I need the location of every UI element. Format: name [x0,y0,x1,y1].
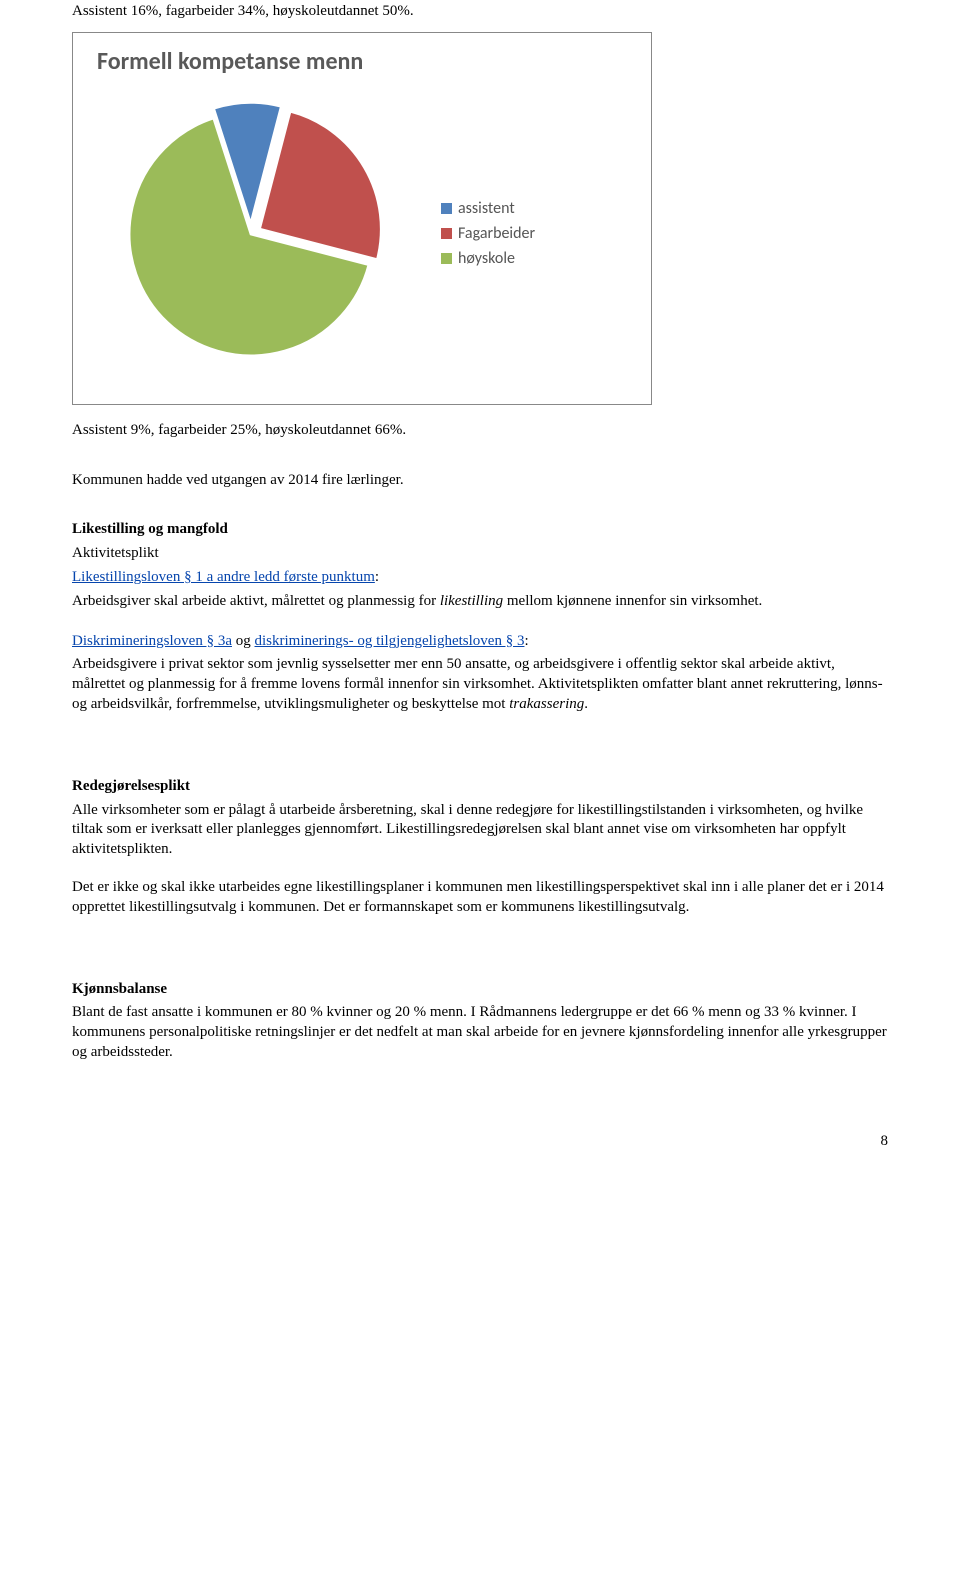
chart-title: Formell kompetanse menn [97,47,633,76]
pie-chart-container: Formell kompetanse menn assistent Fagarbe… [72,32,652,405]
legend-swatch-icon [441,253,452,264]
legend-item-høyskole: høyskole [441,249,535,268]
colon: : [375,569,379,585]
section-diskriminering: Diskrimineringsloven § 3a og diskriminer… [72,632,888,715]
chart-row: assistent Fagarbeider høyskole [91,84,633,384]
percent-line-after-chart: Assistent 9%, fagarbeider 25%, høyskoleu… [72,421,888,441]
legend-swatch-icon [441,228,452,239]
heading-likestilling: Likestilling og mangfold [72,520,888,540]
kommunen-line: Kommunen hadde ved utgangen av 2014 fire… [72,471,888,491]
legend-item-fagarbeider: Fagarbeider [441,224,535,243]
redegjorelse-p1: Alle virksomheter som er pålagt å utarbe… [72,801,888,860]
law-body-1: Arbeidsgiver skal arbeide aktivt, målret… [72,592,888,612]
section-redegjorelse: Redegjørelsesplikt Alle virksomheter som… [72,777,888,918]
law-ref-2: Diskrimineringsloven § 3a og diskriminer… [72,632,888,652]
section-likestilling: Likestilling og mangfold Aktivitetsplikt… [72,520,888,611]
law-link-likestillingsloven[interactable]: Likestillingsloven § 1 a andre ledd førs… [72,569,375,585]
chart-legend: assistent Fagarbeider høyskole [441,193,535,274]
section-kjonnsbalanse: Kjønnsbalanse Blant de fast ansatte i ko… [72,980,888,1063]
heading-kjonnsbalanse: Kjønnsbalanse [72,980,888,1000]
top-percent-line: Assistent 16%, fagarbeider 34%, høyskole… [72,2,888,22]
legend-label: høyskole [458,249,515,268]
italic-trakassering: trakassering [509,696,584,712]
legend-label: Fagarbeider [458,224,535,243]
pie-chart [91,84,411,384]
heading-redegjorelsesplikt: Redegjørelsesplikt [72,777,888,797]
page: Assistent 16%, fagarbeider 34%, høyskole… [0,2,960,1190]
law-link-tilgjengelighetsloven[interactable]: diskriminerings- og tilgjengelighetslove… [254,633,524,649]
italic-likestilling: likestilling [440,593,503,609]
law-body-2: Arbeidsgivere i privat sektor som jevnli… [72,655,888,714]
redegjorelse-p2: Det er ikke og skal ikke utarbeides egne… [72,878,888,918]
law-ref-1: Likestillingsloven § 1 a andre ledd førs… [72,568,888,588]
legend-label: assistent [458,199,515,218]
law-link-diskrimineringsloven[interactable]: Diskrimineringsloven § 3a [72,633,232,649]
page-number: 8 [72,1133,888,1150]
legend-swatch-icon [441,203,452,214]
pie-slice-fagarbeider [259,111,381,260]
legend-item-assistent: assistent [441,199,535,218]
kjonnsbalanse-p1: Blant de fast ansatte i kommunen er 80 %… [72,1003,888,1062]
heading-aktivitetsplikt: Aktivitetsplikt [72,544,888,564]
